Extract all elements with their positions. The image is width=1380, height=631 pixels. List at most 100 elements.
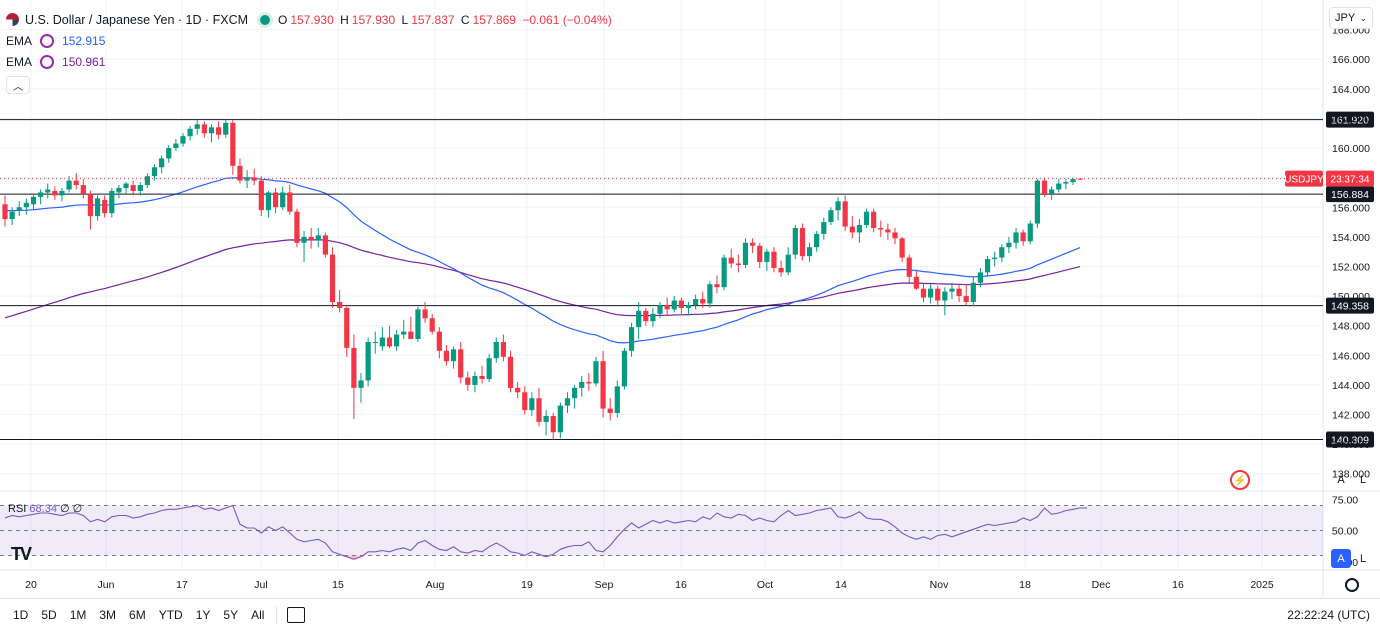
candle-body — [899, 238, 905, 258]
x-tick-label: 19 — [521, 579, 533, 591]
candle-body — [529, 398, 535, 411]
candle-body — [329, 254, 336, 302]
rsi-extra-2: ∅ — [72, 503, 83, 515]
candle-body — [315, 235, 321, 240]
candle-body — [87, 193, 94, 217]
price-line-label: 140.309 — [1331, 435, 1369, 447]
candle-body — [429, 318, 435, 332]
candle-body — [102, 199, 108, 214]
candle-body — [579, 381, 585, 388]
candle-body — [365, 341, 371, 381]
candle-body — [593, 361, 599, 384]
candle-body — [636, 310, 642, 328]
y-tick-label: 162.000 — [1332, 113, 1370, 125]
candle-body — [522, 392, 528, 411]
currency-value: JPY — [1335, 12, 1356, 24]
currency-select[interactable]: JPY ⌄ — [1329, 7, 1373, 29]
range-ytd[interactable]: YTD — [158, 608, 183, 622]
candle-body — [977, 272, 984, 283]
candle-body — [66, 180, 72, 190]
bottom-toolbar: 1D 5D 1M 3M 6M YTD 1Y 5Y All 22:22:24 (U… — [0, 598, 1380, 631]
candle-body — [358, 380, 364, 388]
candle-body — [73, 180, 79, 186]
range-5y[interactable]: 5Y — [223, 608, 239, 622]
collapse-legend-button[interactable]: ︿ — [6, 76, 30, 94]
candle-body — [116, 188, 122, 193]
candle-body — [586, 381, 592, 384]
auto-scale-button[interactable]: A — [1337, 473, 1345, 486]
range-5d[interactable]: 5D — [41, 608, 57, 622]
rsi-log-scale-button[interactable]: L — [1359, 552, 1367, 565]
candle-body — [628, 327, 635, 351]
candle-body — [956, 288, 962, 297]
symbol-row: U.S. Dollar / Japanese Yen · 1D · FXCM O… — [6, 9, 615, 30]
candle-body — [664, 304, 670, 310]
ema-settings-icon[interactable] — [40, 54, 55, 69]
lightning-icon[interactable]: ⚡ — [1230, 470, 1250, 490]
ohlc-values: O 157.930 H 157.930 L 157.837 C 157.869 −0.0… — [278, 12, 612, 27]
y-tick-label: 146.000 — [1332, 350, 1370, 362]
candle-body — [742, 242, 749, 265]
candle-body — [885, 229, 891, 233]
clock[interactable]: 22:22:24 (UTC) — [1287, 608, 1370, 622]
candle-body — [272, 192, 279, 208]
candle-body — [685, 304, 692, 308]
tradingview-logo-icon[interactable]: TV — [11, 544, 32, 564]
candle-body — [1013, 232, 1019, 243]
candle-body — [230, 122, 236, 166]
candle-body — [892, 232, 898, 239]
candle-body — [728, 257, 734, 264]
candle-body — [443, 350, 450, 362]
candle-body — [159, 158, 165, 168]
candle-body — [856, 225, 862, 233]
us-flag-icon — [6, 13, 19, 26]
ema2-row[interactable]: EMA 150.961 — [6, 51, 615, 72]
candle-body — [337, 301, 343, 308]
calendar-icon[interactable] — [287, 607, 306, 623]
ema1-row[interactable]: EMA 152.915 — [6, 30, 615, 51]
candle-body — [294, 211, 300, 243]
candle-body — [287, 192, 293, 212]
candle-body — [913, 276, 919, 289]
candle-body — [828, 210, 834, 223]
candle-body — [821, 222, 827, 234]
log-scale-button[interactable]: L — [1359, 473, 1367, 486]
rsi-legend: RSI 68.34 ∅ ∅ — [8, 502, 82, 515]
range-3m[interactable]: 3M — [99, 608, 117, 622]
range-6m[interactable]: 6M — [129, 608, 146, 622]
rsi-auto-scale-button[interactable]: A — [1331, 549, 1351, 568]
x-tick-label: 17 — [176, 579, 188, 591]
candle-body — [942, 291, 948, 301]
candle-body — [920, 288, 927, 298]
candle-body — [123, 183, 129, 189]
candle-body — [493, 341, 499, 359]
range-1m[interactable]: 1M — [69, 608, 87, 622]
rsi-label: RSI — [8, 503, 27, 515]
candle-body — [216, 127, 222, 135]
candle-body — [486, 358, 492, 379]
price-chart[interactable]: 161.920 156.884 149.358 140.309 138.000 140.0… — [0, 0, 1380, 598]
candle-body — [16, 207, 22, 211]
y-tick-label: 154.000 — [1332, 232, 1370, 244]
candle-body — [949, 288, 955, 292]
candle-body — [94, 198, 101, 217]
x-tick-label: Oct — [757, 579, 773, 591]
range-1y[interactable]: 1Y — [195, 608, 211, 622]
gear-icon[interactable] — [1345, 578, 1359, 592]
candle-body — [700, 299, 706, 304]
candle-body — [992, 257, 998, 260]
candle-body — [59, 190, 65, 196]
y-tick-label: 150.000 — [1332, 291, 1370, 303]
candle-body — [871, 211, 877, 228]
ema-settings-icon[interactable] — [40, 33, 55, 48]
candle-body — [280, 192, 286, 208]
candle-body — [550, 415, 556, 433]
price-line-label: 156.884 — [1331, 189, 1369, 201]
x-tick-label: 16 — [675, 579, 687, 591]
price-line-label-bg — [1326, 431, 1374, 448]
range-1d[interactable]: 1D — [13, 608, 29, 622]
candle-body — [251, 177, 257, 181]
symbol-title[interactable]: U.S. Dollar / Japanese Yen · 1D · FXCM — [25, 12, 249, 27]
range-all[interactable]: All — [251, 608, 265, 622]
rsi-extra-1: ∅ — [60, 503, 70, 515]
